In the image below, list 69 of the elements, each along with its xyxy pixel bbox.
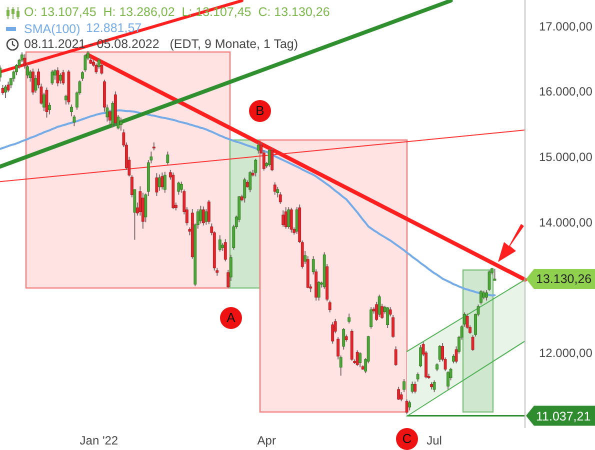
candlestick (408, 400, 412, 411)
candlestick (177, 181, 180, 196)
candlestick (414, 381, 416, 394)
candlestick (342, 328, 346, 350)
candlestick (397, 386, 400, 400)
candlestick (243, 177, 246, 204)
candlestick (331, 322, 334, 344)
text: C (396, 428, 418, 450)
candlestick (202, 206, 205, 226)
candlestick (485, 290, 488, 302)
candlestick (256, 142, 260, 154)
candlestick (4, 84, 7, 99)
ref-line-label: 11.037,21 (536, 409, 591, 424)
candlestick (62, 69, 65, 86)
candlestick (45, 87, 48, 118)
candlestick (50, 69, 54, 86)
candlestick (32, 68, 34, 96)
candlestick (405, 398, 408, 415)
candlestick (386, 306, 390, 329)
x-tick-label: Jan '22 (80, 434, 118, 448)
y-tick-label: 17.000,00 (539, 19, 593, 34)
candlestick (282, 210, 285, 228)
candlestick (48, 102, 51, 115)
candlestick (488, 270, 491, 292)
annotation: 08.11.2021 - 05.08.2022 (EDT, 9 Monate, 1 Tag) (24, 37, 298, 51)
candlestick (370, 306, 373, 330)
candlestick (493, 268, 496, 281)
candlestick (290, 207, 293, 234)
candlestick (317, 280, 320, 302)
candlestick (155, 172, 158, 197)
candlestick (56, 66, 60, 87)
candlestick (163, 171, 166, 194)
y-tick-label: 12.000,00 (539, 346, 593, 360)
candlestick (224, 238, 227, 262)
candlestick (348, 313, 351, 324)
candlestick (248, 170, 252, 193)
text: 13.130,26 (526, 268, 595, 289)
candlestick (254, 158, 258, 177)
candlestick (400, 392, 403, 402)
annotation: B (249, 100, 271, 122)
candlestick (304, 250, 307, 264)
x-tick-label: Jul (426, 434, 442, 448)
candlestick (273, 182, 276, 196)
candlestick (419, 344, 422, 368)
candlestick (394, 346, 398, 366)
annotation: 12.881,57 (86, 21, 142, 35)
candlestick (218, 234, 222, 252)
candlestick (356, 350, 359, 366)
candlestick (358, 352, 362, 368)
candlestick (287, 206, 290, 230)
candlestick (270, 148, 274, 172)
candlestick (328, 300, 332, 313)
candlestick (432, 380, 436, 393)
y-tick-label: 16.000,00 (539, 84, 593, 99)
candlestick (160, 172, 164, 190)
candlestick (446, 370, 450, 390)
y-tick-label: 14.000,00 (539, 215, 593, 230)
candlestick (204, 208, 208, 226)
candlestick (166, 151, 170, 166)
candlestick (402, 378, 406, 393)
candlestick (416, 372, 420, 382)
candlestick (1, 84, 4, 96)
candlestick (480, 290, 482, 305)
candlestick (378, 294, 381, 318)
legend-label: SMA(100) (24, 22, 80, 36)
y-tick-label: 15.000,00 (539, 150, 593, 164)
candlestick (452, 354, 455, 364)
annotation: A (220, 307, 242, 329)
x-tick-label: Apr (257, 434, 276, 448)
